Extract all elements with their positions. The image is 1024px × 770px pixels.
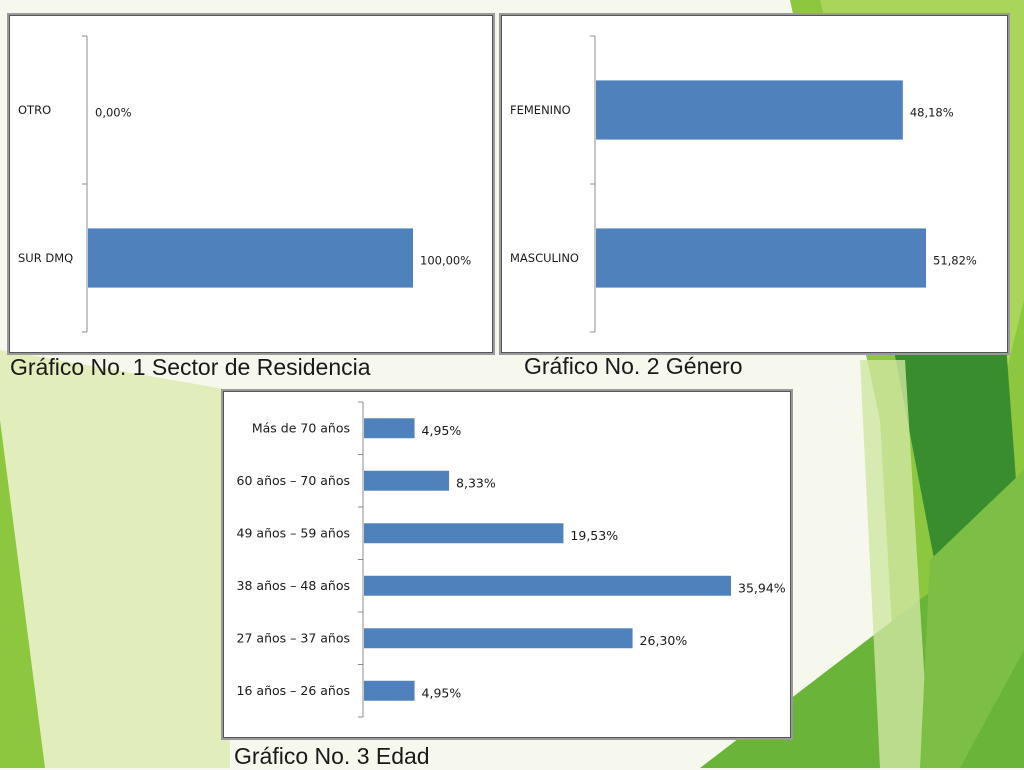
category-label: 49 años – 59 años (237, 526, 350, 541)
category-label: 27 años – 37 años (237, 631, 350, 646)
chart-panel-residencia: OTRO 0,00% SUR DMQ 100,00% (9, 15, 493, 353)
caption-chart2: Gráfico No. 2 Género (524, 353, 743, 379)
chart-panel-edad: Más de 70 años 4,95% 60 años – 70 años 8,33… (223, 391, 791, 738)
data-label: 4,95% (422, 423, 462, 438)
bar-edad-4 (364, 628, 633, 649)
category-label: 16 años – 26 años (237, 683, 350, 698)
category-label: SUR DMQ (18, 251, 73, 265)
mid-band (920, 470, 1024, 768)
category-label: MASCULINO (510, 251, 579, 265)
bar-edad-5 (364, 680, 415, 701)
data-label: 26,30% (640, 633, 688, 648)
light-green-shape (0, 350, 230, 768)
category-label: 38 años – 48 años (237, 578, 350, 593)
bar-edad-2 (364, 523, 564, 544)
data-label: 4,95% (422, 686, 462, 701)
data-label: 19,53% (570, 528, 618, 543)
bar-edad-0 (364, 418, 415, 439)
data-label: 48,18% (910, 105, 954, 119)
bar-genero-0 (596, 80, 903, 140)
category-label: FEMENINO (510, 103, 571, 117)
pale-band (860, 360, 930, 768)
data-label: 35,94% (738, 581, 786, 596)
bar-edad-1 (364, 470, 450, 491)
bar-chart-edad: Más de 70 años 4,95% 60 años – 70 años 8,33… (237, 401, 786, 718)
data-label: 100,00% (420, 253, 471, 267)
category-label: OTRO (18, 103, 51, 117)
bar-chart-genero: FEMENINO 48,18% MASCULINO 51,82% (510, 35, 977, 333)
chart-panel-genero: FEMENINO 48,18% MASCULINO 51,82% (501, 15, 1008, 353)
bar-genero-1 (596, 228, 926, 288)
category-label: 60 años – 70 años (237, 473, 350, 488)
caption-chart1: Gráfico No. 1 Sector de Residencia (10, 354, 371, 380)
caption-chart3: Gráfico No. 3 Edad (234, 743, 430, 769)
category-label: Más de 70 años (252, 421, 350, 436)
left-green-sliver (0, 420, 45, 768)
bar-residencia-1 (88, 228, 413, 288)
bar-edad-3 (364, 575, 731, 596)
data-label: 8,33% (456, 476, 496, 491)
bar-chart-residencia: OTRO 0,00% SUR DMQ 100,00% (18, 35, 471, 333)
data-label: 0,00% (95, 105, 132, 119)
data-label: 51,82% (933, 253, 977, 267)
